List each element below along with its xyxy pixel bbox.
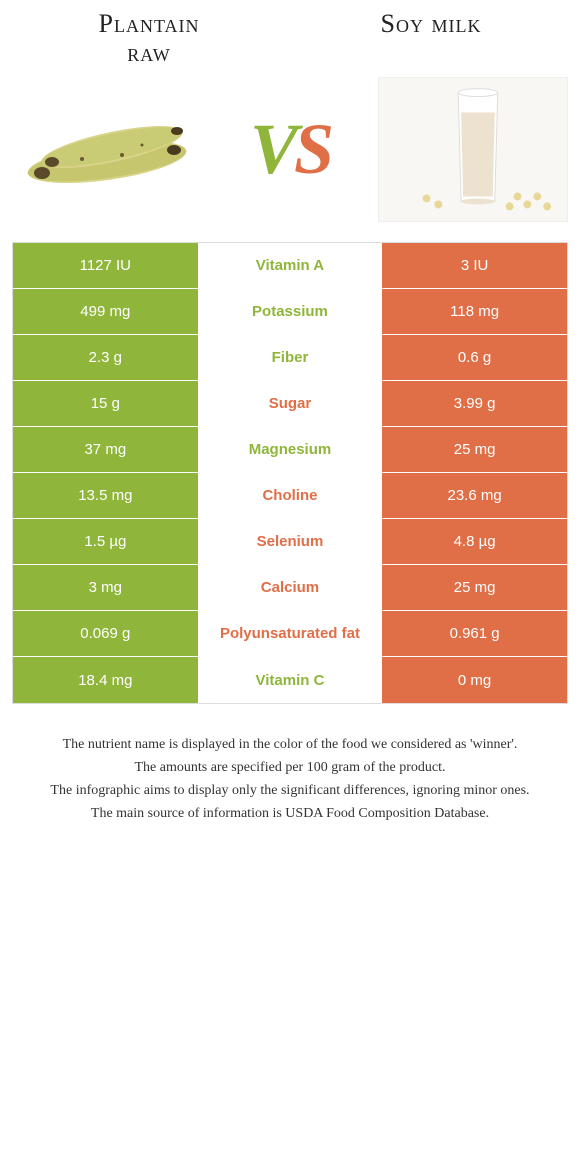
cell-left-value: 15 g bbox=[13, 381, 198, 426]
cell-nutrient-label: Magnesium bbox=[198, 427, 383, 472]
food-right-title: Soy milk bbox=[304, 10, 558, 39]
cell-nutrient-label: Calcium bbox=[198, 565, 383, 610]
cell-right-value: 0.6 g bbox=[382, 335, 567, 380]
cell-nutrient-label: Polyunsaturated fat bbox=[198, 611, 383, 656]
cell-right-value: 3 IU bbox=[382, 243, 567, 288]
comparison-table: 1127 IUVitamin A3 IU499 mgPotassium118 m… bbox=[12, 242, 568, 704]
cell-right-value: 25 mg bbox=[382, 427, 567, 472]
cell-right-value: 118 mg bbox=[382, 289, 567, 334]
table-row: 15 gSugar3.99 g bbox=[13, 381, 567, 427]
cell-nutrient-label: Vitamin C bbox=[198, 657, 383, 703]
cell-nutrient-label: Choline bbox=[198, 473, 383, 518]
cell-right-value: 23.6 mg bbox=[382, 473, 567, 518]
cell-left-value: 37 mg bbox=[13, 427, 198, 472]
table-row: 3 mgCalcium25 mg bbox=[13, 565, 567, 611]
images-row: VS bbox=[8, 77, 572, 222]
food-right-image bbox=[378, 77, 568, 222]
table-row: 1.5 µgSelenium4.8 µg bbox=[13, 519, 567, 565]
vs-label: VS bbox=[250, 108, 330, 191]
cell-right-value: 3.99 g bbox=[382, 381, 567, 426]
vs-v: V bbox=[250, 108, 294, 191]
table-row: 13.5 mgCholine23.6 mg bbox=[13, 473, 567, 519]
table-row: 18.4 mgVitamin C0 mg bbox=[13, 657, 567, 703]
table-row: 1127 IUVitamin A3 IU bbox=[13, 243, 567, 289]
cell-right-value: 0.961 g bbox=[382, 611, 567, 656]
food-left-image bbox=[12, 77, 202, 222]
cell-nutrient-label: Selenium bbox=[198, 519, 383, 564]
footnote-line: The infographic aims to display only the… bbox=[28, 780, 552, 801]
table-row: 499 mgPotassium118 mg bbox=[13, 289, 567, 335]
table-row: 0.069 gPolyunsaturated fat0.961 g bbox=[13, 611, 567, 657]
footnote-line: The amounts are specified per 100 gram o… bbox=[28, 757, 552, 778]
cell-left-value: 18.4 mg bbox=[13, 657, 198, 703]
cell-left-value: 499 mg bbox=[13, 289, 198, 334]
footnote-line: The main source of information is USDA F… bbox=[28, 803, 552, 824]
cell-left-value: 13.5 mg bbox=[13, 473, 198, 518]
cell-nutrient-label: Fiber bbox=[198, 335, 383, 380]
cell-nutrient-label: Vitamin A bbox=[198, 243, 383, 288]
header-titles: Plantainraw Soy milk bbox=[8, 10, 572, 67]
cell-right-value: 25 mg bbox=[382, 565, 567, 610]
cell-right-value: 4.8 µg bbox=[382, 519, 567, 564]
cell-nutrient-label: Potassium bbox=[198, 289, 383, 334]
cell-left-value: 2.3 g bbox=[13, 335, 198, 380]
table-row: 37 mgMagnesium25 mg bbox=[13, 427, 567, 473]
cell-left-value: 1127 IU bbox=[13, 243, 198, 288]
cell-right-value: 0 mg bbox=[382, 657, 567, 703]
cell-left-value: 0.069 g bbox=[13, 611, 198, 656]
cell-left-value: 1.5 µg bbox=[13, 519, 198, 564]
footnotes: The nutrient name is displayed in the co… bbox=[8, 734, 572, 824]
vs-s: S bbox=[294, 108, 330, 191]
table-row: 2.3 gFiber0.6 g bbox=[13, 335, 567, 381]
cell-left-value: 3 mg bbox=[13, 565, 198, 610]
food-left-title: Plantainraw bbox=[22, 10, 276, 67]
footnote-line: The nutrient name is displayed in the co… bbox=[28, 734, 552, 755]
cell-nutrient-label: Sugar bbox=[198, 381, 383, 426]
